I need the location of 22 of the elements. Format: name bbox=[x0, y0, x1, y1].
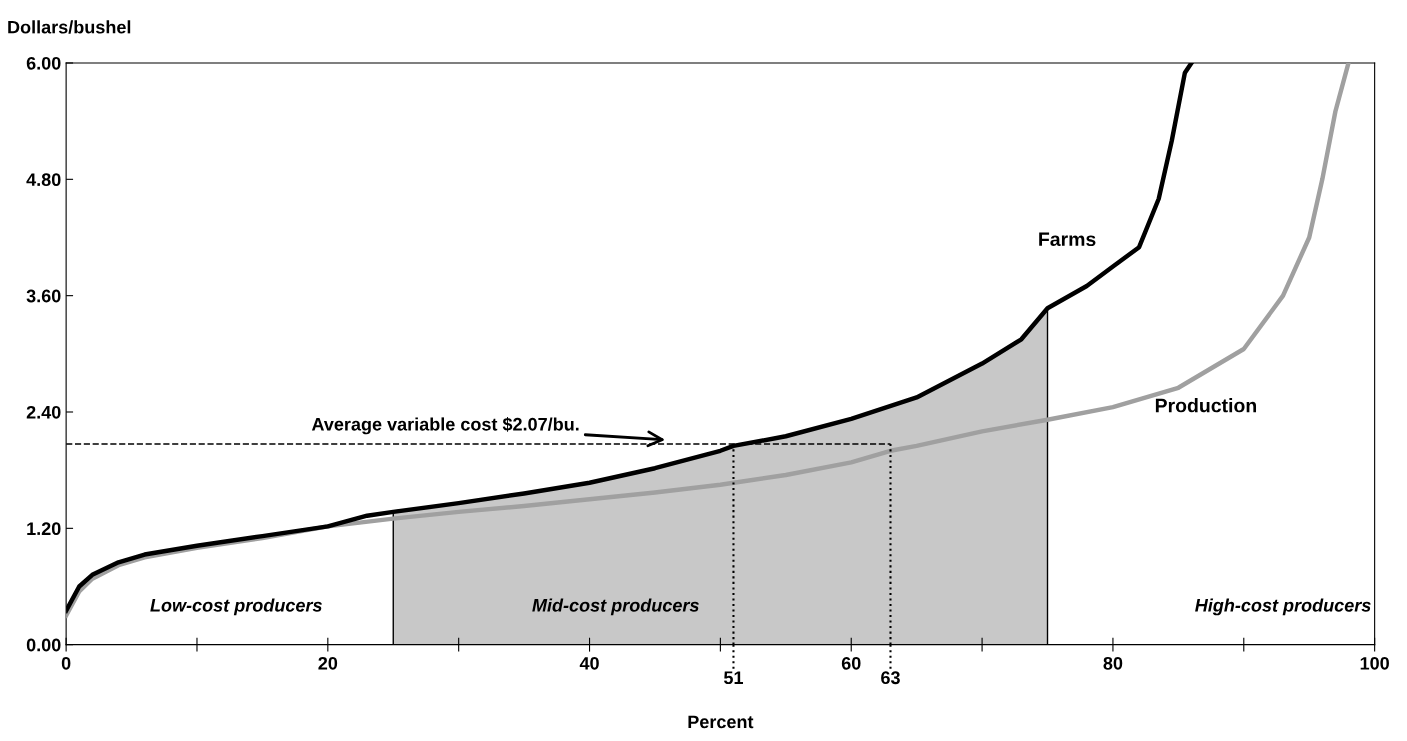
ref-line-label: Average variable cost $2.07/bu. bbox=[311, 417, 579, 435]
x-tick-label: 0 bbox=[61, 656, 71, 670]
series-label: Production bbox=[1155, 398, 1257, 413]
ref-line-label: 51 bbox=[723, 671, 744, 685]
y-tick-label: 6.00 bbox=[26, 56, 61, 70]
y-tick-label: 3.60 bbox=[26, 289, 61, 303]
annotation: Low-cost producers bbox=[150, 598, 322, 616]
x-axis-title: Percent bbox=[688, 715, 754, 729]
x-tick-label: 40 bbox=[579, 656, 599, 670]
series-label: Farms bbox=[1039, 232, 1096, 247]
annotation: High-cost producers bbox=[1195, 598, 1371, 616]
x-tick-label: 80 bbox=[1103, 656, 1123, 670]
y-tick-label: 1.20 bbox=[27, 522, 61, 536]
y-tick-label: 0.00 bbox=[26, 638, 61, 652]
x-tick-label: 60 bbox=[841, 656, 861, 670]
x-tick-label: 100 bbox=[1360, 656, 1389, 670]
y-tick-label: 4.80 bbox=[26, 173, 61, 187]
ref-line-label: 63 bbox=[881, 671, 900, 685]
y-axis-title: Dollars/bushel bbox=[8, 20, 131, 34]
x-tick-label: 20 bbox=[318, 656, 338, 670]
y-tick-label: 2.40 bbox=[26, 405, 61, 419]
annotation: Mid-cost producers bbox=[532, 598, 699, 616]
